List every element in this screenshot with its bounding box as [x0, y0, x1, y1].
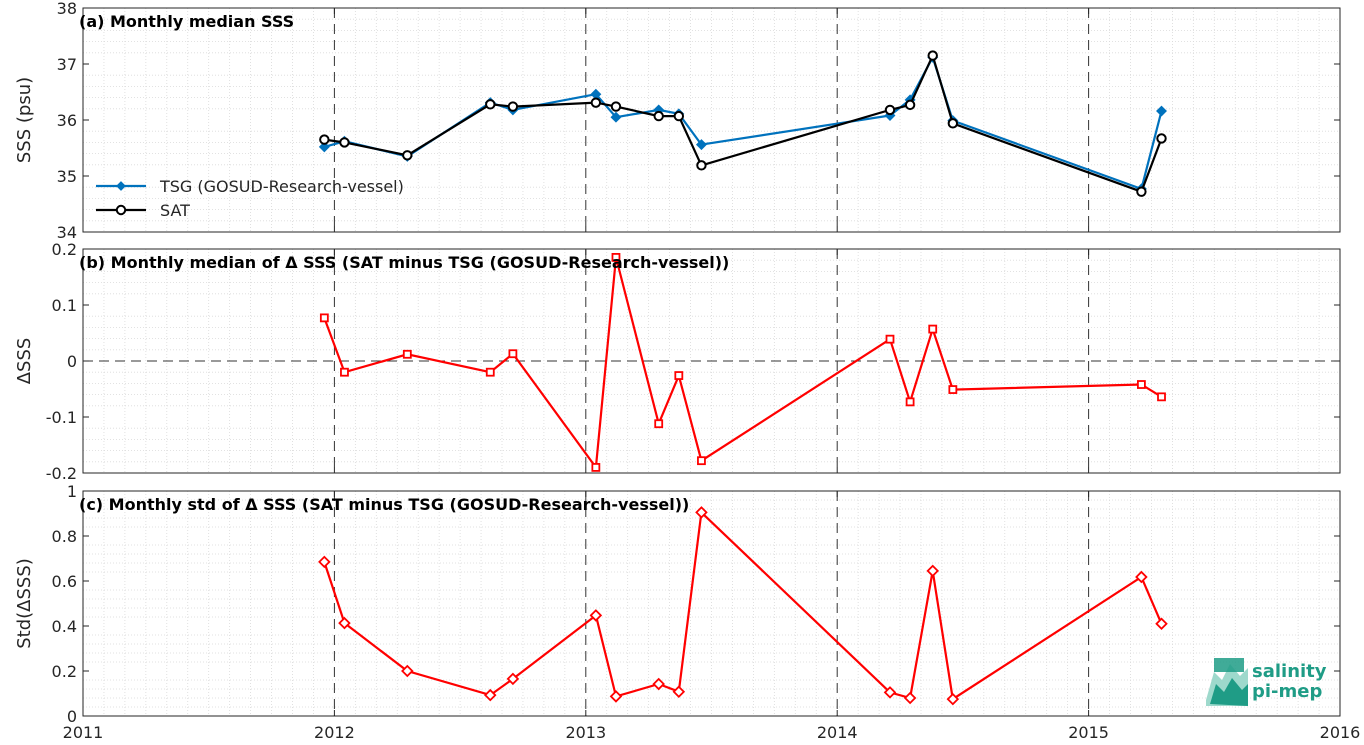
series-line-1 — [324, 54, 1163, 191]
data-point — [401, 664, 414, 678]
data-point — [483, 688, 497, 702]
data-point — [1156, 133, 1167, 144]
y-tick-label: 0.2 — [52, 662, 77, 681]
data-point — [508, 349, 518, 359]
data-point — [402, 150, 413, 161]
data-point — [652, 677, 665, 691]
y-tick-label: 0.8 — [52, 527, 77, 546]
data-point — [927, 50, 938, 61]
data-point — [339, 137, 350, 148]
y-tick-label: 0.6 — [52, 572, 77, 591]
data-point — [318, 555, 331, 569]
y-tick-label: 0.4 — [52, 617, 77, 636]
data-point — [1135, 570, 1148, 584]
data-point — [507, 101, 519, 112]
legend-label: TSG (GOSUD-Research-vessel) — [159, 177, 404, 196]
y-axis-label: SSS (psu) — [14, 77, 35, 163]
y-tick-label: -0.2 — [46, 464, 77, 483]
y-axis-label: Std(ΔSSS) — [14, 558, 35, 649]
y-tick-label: 1 — [67, 482, 77, 501]
data-point — [485, 367, 495, 377]
logo-line2: pi-mep — [1252, 681, 1322, 702]
data-point — [340, 367, 349, 377]
data-point — [609, 690, 623, 703]
data-point — [591, 462, 601, 472]
data-point — [318, 141, 330, 153]
data-point — [697, 456, 706, 466]
data-point — [947, 118, 959, 129]
data-point — [883, 686, 897, 699]
data-point — [904, 99, 916, 111]
data-point — [485, 99, 496, 110]
data-point — [674, 371, 684, 380]
data-point — [672, 685, 686, 698]
data-point — [884, 104, 896, 116]
data-point — [1155, 617, 1168, 631]
data-point — [1136, 380, 1146, 389]
logo-block-icon — [1214, 658, 1244, 672]
data-point — [610, 101, 622, 112]
panel-title: (a) Monthly median SSS — [79, 12, 294, 31]
x-tick-label: 2016 — [1320, 723, 1361, 742]
data-point — [506, 672, 520, 686]
panel-1 — [82, 7, 1341, 233]
series-line-2 — [324, 52, 1163, 194]
data-point — [948, 385, 958, 394]
panel-3 — [82, 490, 1341, 717]
data-point — [653, 110, 664, 122]
legend-label: SAT — [160, 201, 190, 220]
panel-title: (b) Monthly median of Δ SSS (SAT minus T… — [79, 253, 729, 272]
y-tick-label: 34 — [57, 223, 77, 242]
x-tick-label: 2014 — [817, 723, 858, 742]
legend-marker — [115, 204, 127, 216]
y-axis-label: ΔSSS — [14, 338, 35, 385]
data-point — [319, 313, 329, 323]
data-point — [903, 691, 917, 705]
data-point — [885, 334, 895, 344]
series-line-1 — [323, 257, 1163, 471]
data-point — [905, 397, 915, 407]
data-point — [589, 609, 603, 622]
data-point — [695, 506, 708, 519]
y-tick-label: -0.1 — [46, 408, 77, 427]
y-tick-label: 35 — [57, 167, 77, 186]
y-tick-label: 0.1 — [52, 296, 77, 315]
legend-marker — [116, 181, 126, 191]
data-point — [610, 111, 622, 123]
data-point — [654, 419, 664, 429]
y-tick-label: 0.2 — [52, 240, 77, 259]
data-point — [926, 564, 940, 578]
data-point — [611, 252, 621, 262]
logo-line1: salinity — [1252, 661, 1327, 682]
logo-wave-icon — [1210, 678, 1248, 706]
x-tick-label: 2013 — [565, 723, 606, 742]
panel-2 — [82, 248, 1341, 474]
data-point — [1136, 186, 1147, 197]
data-point — [338, 616, 351, 630]
data-point — [928, 324, 938, 334]
data-point — [402, 349, 412, 359]
data-point — [1157, 392, 1166, 402]
series-line-1 — [323, 510, 1163, 701]
y-tick-label: 36 — [57, 111, 77, 130]
y-tick-label: 0 — [67, 352, 77, 371]
data-point — [1156, 105, 1167, 117]
y-tick-label: 37 — [57, 55, 77, 74]
axes-box — [82, 490, 1341, 717]
x-tick-label: 2015 — [1068, 723, 1109, 742]
y-tick-label: 38 — [57, 0, 77, 18]
data-point — [695, 139, 707, 151]
data-point — [319, 134, 330, 145]
data-point — [696, 160, 707, 171]
x-tick-label: 2012 — [314, 723, 355, 742]
salinity-pi-mep-logo — [1206, 658, 1248, 706]
panel-title: (c) Monthly std of Δ SSS (SAT minus TSG … — [79, 495, 689, 514]
data-point — [673, 110, 685, 122]
y-tick-label: 0 — [67, 707, 77, 726]
data-point — [946, 692, 960, 706]
data-point — [590, 97, 602, 108]
x-tick-label: 2011 — [63, 723, 104, 742]
